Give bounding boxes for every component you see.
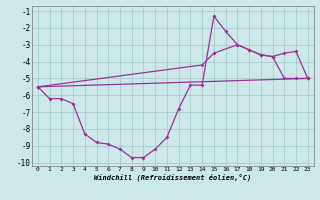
X-axis label: Windchill (Refroidissement éolien,°C): Windchill (Refroidissement éolien,°C) (94, 174, 252, 181)
